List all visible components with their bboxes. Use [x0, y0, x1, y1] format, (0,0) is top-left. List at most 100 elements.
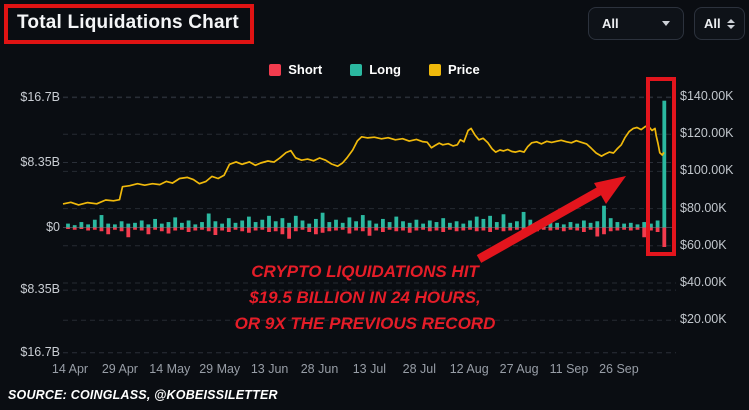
short-bar — [173, 227, 178, 231]
x-axis-label: 29 May — [199, 362, 241, 376]
y-axis-label-right: $80.00K — [680, 200, 727, 215]
long-bar — [582, 220, 586, 228]
short-bar — [561, 227, 566, 232]
y-axis-label-right: $60.00K — [680, 237, 727, 252]
y-axis-label-left: $8.35B — [20, 282, 60, 297]
long-bar — [354, 221, 358, 228]
long-bar — [119, 221, 124, 228]
long-bar — [92, 219, 97, 228]
spike-highlight-box — [646, 77, 676, 256]
legend-item-price[interactable]: Price — [428, 62, 480, 77]
price-color-swatch — [428, 63, 441, 76]
long-bar — [474, 216, 479, 228]
long-bar — [608, 218, 613, 228]
short-bar — [508, 227, 513, 231]
long-bar — [381, 218, 385, 228]
long-bar — [488, 215, 492, 228]
symbol-filter-dropdown[interactable]: All — [588, 7, 684, 40]
long-bar — [628, 222, 633, 228]
long-bar — [193, 224, 198, 228]
annotation-line-3: OR 9X THE PREVIOUS RECORD — [234, 314, 496, 333]
short-bar — [99, 227, 104, 232]
short-bar — [481, 227, 486, 231]
y-axis-label-left: $16.7B — [20, 344, 60, 359]
long-bar — [99, 215, 104, 228]
short-bar — [588, 227, 593, 230]
range-filter-select[interactable]: All — [694, 7, 745, 40]
short-bar — [454, 227, 459, 232]
short-bar — [334, 227, 338, 231]
short-bar — [494, 227, 499, 230]
long-bar — [213, 221, 218, 228]
legend-item-long[interactable]: Long — [350, 62, 401, 77]
long-bar — [360, 215, 365, 228]
y-axis-label-right: $120.00K — [680, 126, 734, 141]
long-bar — [387, 222, 392, 228]
long-bar — [602, 205, 606, 228]
short-bar — [374, 227, 379, 231]
short-bar — [119, 227, 124, 232]
short-bar — [515, 227, 519, 230]
short-bar — [360, 227, 365, 232]
short-bar — [521, 227, 526, 234]
long-bar — [468, 220, 472, 228]
long-bar — [334, 219, 338, 228]
long-bar — [454, 221, 459, 228]
y-axis-label-left: $0 — [46, 219, 60, 234]
annotation-line-2: $19.5 BILLION IN 24 HOURS, — [249, 288, 481, 307]
x-axis-label: 29 Apr — [101, 362, 138, 376]
short-bar — [602, 227, 606, 235]
short-bar — [468, 227, 472, 230]
long-bar — [86, 224, 90, 228]
long-bar — [481, 218, 486, 228]
y-axis-label-right: $20.00K — [680, 312, 727, 327]
long-bar — [394, 216, 399, 228]
short-bar — [180, 227, 184, 230]
short-bar — [186, 227, 191, 232]
long-bar — [146, 224, 151, 228]
x-axis-label: 11 Sep — [549, 362, 589, 376]
long-bar — [314, 218, 318, 228]
short-bar — [314, 227, 318, 235]
short-bar — [233, 227, 238, 230]
short-bar — [320, 227, 325, 233]
short-bar — [133, 227, 137, 230]
source-credit: SOURCE: COINGLASS, @KOBEISSILETTER — [8, 388, 278, 402]
short-bar — [260, 227, 265, 230]
short-bar — [628, 227, 633, 231]
long-bar — [247, 216, 251, 228]
short-bar — [166, 227, 171, 234]
long-bar — [180, 222, 184, 228]
long-bar — [515, 221, 519, 228]
title-highlight-box: Total Liquidations Chart — [4, 4, 254, 44]
short-bar — [92, 227, 97, 230]
long-bar — [186, 220, 191, 228]
y-axis-label-right: $140.00K — [680, 89, 734, 103]
short-bar — [622, 227, 626, 230]
long-bar — [414, 219, 419, 228]
long-bar — [226, 218, 231, 228]
long-bar — [528, 219, 533, 228]
x-axis-label: 13 Jun — [250, 362, 289, 376]
short-bar — [113, 227, 117, 230]
short-bar — [273, 227, 278, 232]
long-bar — [66, 223, 70, 228]
short-bar — [153, 227, 157, 230]
short-bar — [139, 227, 144, 231]
short-bar — [595, 227, 600, 237]
x-axis-label: 28 Jun — [300, 362, 339, 376]
short-bar — [441, 227, 446, 232]
legend-label-long: Long — [369, 62, 401, 77]
long-color-swatch — [350, 63, 363, 76]
legend-item-short[interactable]: Short — [269, 62, 322, 77]
short-bar — [535, 227, 539, 232]
long-bar — [434, 222, 439, 228]
short-bar — [72, 227, 77, 230]
range-filter-value: All — [704, 16, 721, 31]
short-bar — [340, 227, 345, 230]
short-bar — [401, 227, 405, 231]
long-bar — [327, 222, 332, 228]
short-bar — [213, 227, 218, 235]
long-bar — [240, 220, 245, 228]
short-bar — [662, 227, 667, 247]
